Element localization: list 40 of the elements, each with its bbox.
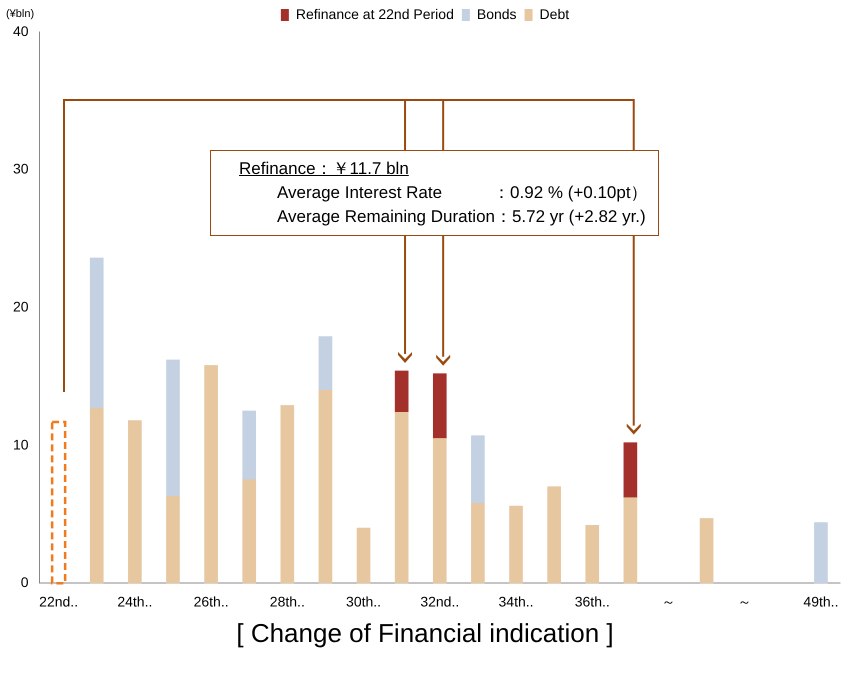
- y-tick-label: 20: [12, 298, 29, 314]
- bar: [471, 502, 485, 584]
- bar: [547, 486, 561, 584]
- bar: [90, 408, 104, 584]
- legend-label: Bonds: [476, 6, 517, 22]
- x-tick-label: 22nd..: [39, 593, 78, 610]
- y-tick-label: 40: [12, 22, 29, 39]
- bar: [166, 496, 180, 584]
- x-tick-label: 26th..: [194, 593, 229, 610]
- bar: [432, 438, 447, 584]
- y-tick-label: 30: [12, 160, 29, 177]
- y-tick-label: 0: [20, 574, 29, 590]
- x-tick-label: 49th..: [803, 593, 838, 610]
- bar: [471, 435, 485, 504]
- x-tick-label: 32nd..: [420, 593, 460, 610]
- x-tick-label: 34th..: [498, 593, 534, 610]
- x-tick-label: 28th..: [270, 593, 305, 610]
- y-tick-label: 10: [12, 436, 29, 452]
- bar: [394, 412, 408, 584]
- x-tick-label: 30th..: [346, 593, 382, 610]
- x-axis-title: [ Change of Financial indication ]: [235, 618, 615, 649]
- bar: [242, 480, 256, 584]
- bar: [356, 528, 370, 584]
- bar: [624, 442, 638, 498]
- bar: [318, 390, 332, 584]
- bar: [814, 522, 828, 584]
- x-tick-label: 36th..: [574, 593, 610, 610]
- bar: [585, 524, 600, 584]
- y-axis-title: (¥bln): [6, 8, 34, 20]
- bar: [700, 518, 714, 584]
- bar: [280, 405, 294, 584]
- legend-label: Refinance at 22nd Period: [296, 6, 454, 22]
- bar: [509, 506, 523, 584]
- bar: [128, 420, 142, 584]
- bar: [624, 497, 638, 584]
- x-tick-label: ～: [738, 593, 752, 610]
- x-tick-label: ～: [661, 593, 676, 610]
- bar: [50, 420, 66, 584]
- x-tick-label: 24th..: [117, 593, 152, 610]
- legend-label: Debt: [540, 6, 570, 22]
